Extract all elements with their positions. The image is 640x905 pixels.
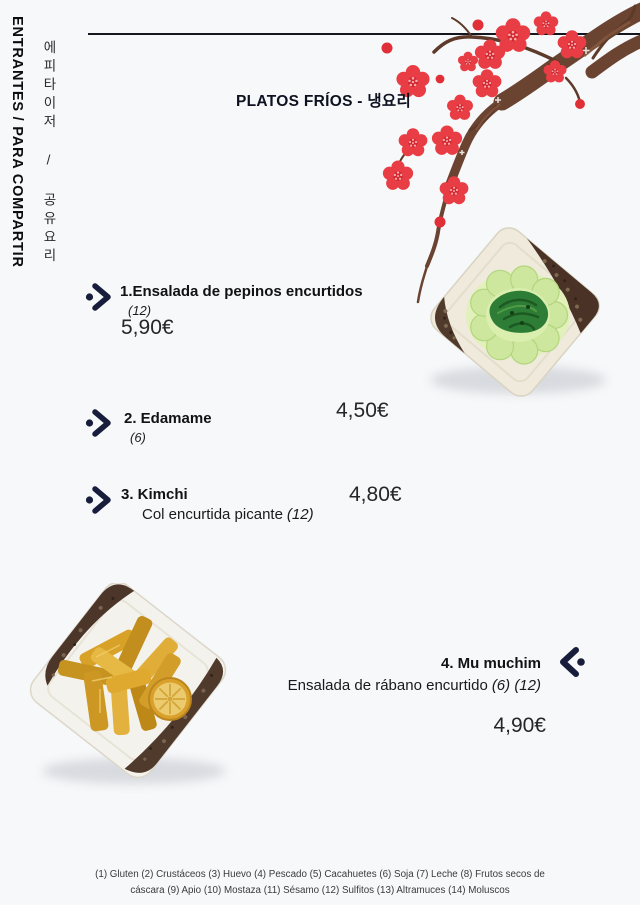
allergen-legend: (1) Gluten (2) Crustáceos (3) Huevo (4) … bbox=[95, 869, 545, 896]
mu-muchim-photo bbox=[29, 583, 227, 784]
menu-item-1-price: 5,90€ bbox=[121, 316, 174, 339]
chevron-right-dot-icon bbox=[85, 409, 111, 437]
menu-item-3-price: 4,80€ bbox=[349, 483, 402, 506]
menu-item-4-price: 4,90€ bbox=[493, 714, 546, 737]
menu-item-1-title: 1.Ensalada de pepinos encurtidos bbox=[120, 283, 363, 300]
header-divider bbox=[88, 33, 640, 35]
chevron-left-dot-icon bbox=[560, 647, 585, 677]
menu-item-2-price: 4,50€ bbox=[336, 399, 389, 422]
menu-item-3-description: Col encurtida picante (12) bbox=[142, 506, 314, 523]
vertical-title-kr: 에피타이저 / 공유요리 bbox=[41, 40, 56, 267]
menu-item-4-description: Ensalada de rábano encurtido (6) (12) bbox=[288, 677, 541, 694]
menu-item-3-description-text: Col encurtida picante bbox=[142, 506, 283, 523]
menu-item-2-allergens: (6) bbox=[130, 430, 146, 445]
cucumber-salad-photo bbox=[430, 227, 606, 397]
chevron-right-dot-icon bbox=[85, 283, 111, 311]
menu-item-3-allergens: (12) bbox=[286, 506, 314, 523]
chevron-right-dot-icon bbox=[85, 486, 111, 514]
menu-item-3-title: 3. Kimchi bbox=[121, 486, 188, 503]
cherry-blossom-branch-illustration bbox=[381, 2, 640, 304]
menu-item-4-allergens: (6) (12) bbox=[491, 677, 541, 694]
section-title: PLATOS FRÍOS - 냉요리 bbox=[236, 93, 412, 110]
menu-item-4-title: 4. Mu muchim bbox=[440, 655, 541, 672]
vertical-title-es: ENTRANTES / PARA COMPARTIR bbox=[9, 16, 25, 268]
menu-item-1-allergens: (12) bbox=[128, 303, 152, 318]
menu-item-2-title: 2. Edamame bbox=[124, 410, 212, 427]
menu-item-4-description-text: Ensalada de rábano encurtido bbox=[287, 677, 488, 694]
